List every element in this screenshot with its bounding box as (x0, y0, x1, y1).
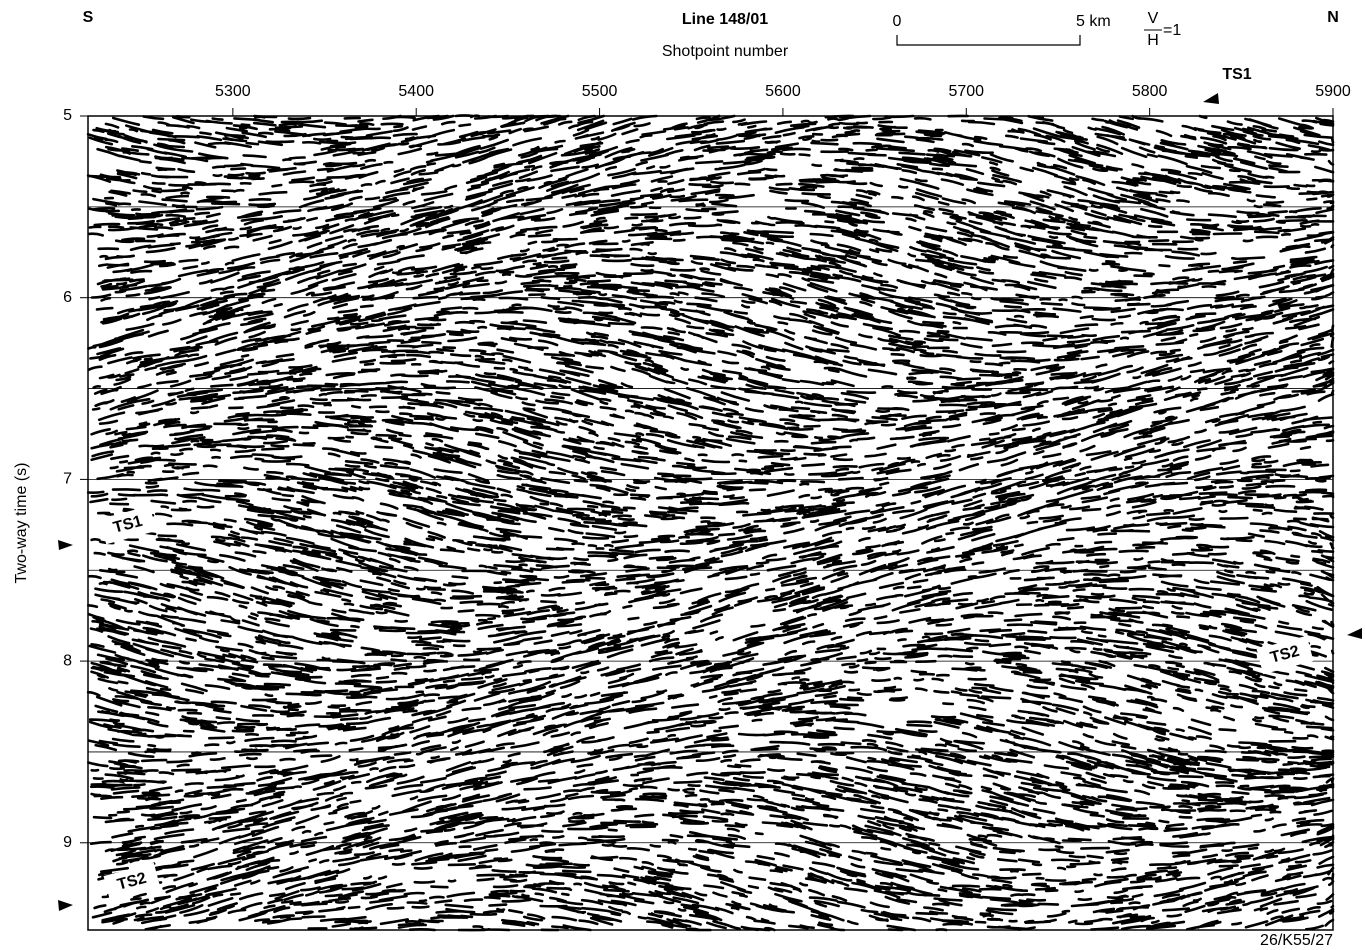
x-tick-label: 5500 (582, 83, 618, 100)
x-tick-label: 5400 (398, 83, 434, 100)
plot-frame (87, 115, 1334, 931)
seismic-texture (86, 114, 1335, 932)
x-axis-label: Shotpoint number (662, 43, 789, 60)
annotation: TS2 (103, 862, 161, 902)
annotation-label: TS1 (1222, 66, 1251, 83)
y-tick-label: 8 (63, 652, 72, 669)
x-tick-label: 5600 (765, 83, 801, 100)
vh-equals: =1 (1163, 22, 1181, 39)
direction-north: N (1327, 9, 1339, 26)
direction-south: S (83, 9, 94, 26)
chart-title: Line 148/01 (682, 11, 768, 28)
y-axis-label: Two-way time (s) (13, 463, 30, 584)
scale-label: 0 (893, 13, 902, 30)
x-tick-label: 5300 (215, 83, 251, 100)
y-tick-label: 7 (63, 471, 72, 488)
y-tick-label: 5 (63, 107, 72, 124)
annotation: TS2 (1256, 635, 1314, 675)
y-tick-label: 6 (63, 289, 72, 306)
x-tick-label: 5900 (1315, 83, 1351, 100)
reflector-strokes (86, 114, 1335, 932)
annotation-arrow (58, 900, 73, 911)
scale-bar (896, 35, 1081, 46)
figure-id: 26/K55/27 (1260, 932, 1333, 949)
vh-numerator: V (1148, 10, 1159, 27)
annotation-arrow (58, 540, 73, 550)
y-tick-label: 9 (63, 834, 72, 851)
annotation-arrow (1203, 93, 1219, 104)
annotation: TS1 (1222, 66, 1251, 83)
annotation-arrow (1347, 628, 1362, 639)
x-tick-label: 5700 (948, 83, 984, 100)
vh-denominator: H (1147, 32, 1159, 49)
scale-label: 5 km (1076, 13, 1111, 30)
x-tick-label: 5800 (1132, 83, 1168, 100)
